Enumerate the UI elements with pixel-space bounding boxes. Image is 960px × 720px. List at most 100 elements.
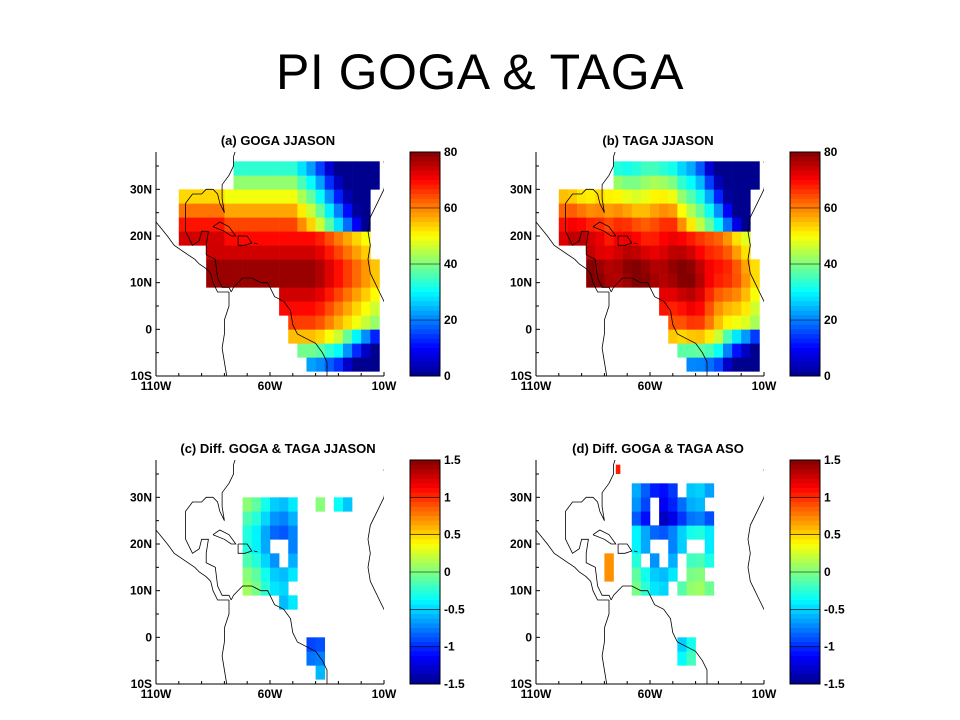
data-cell xyxy=(558,189,569,204)
data-cell xyxy=(732,231,742,246)
colorbar-segment xyxy=(410,460,440,466)
data-cell xyxy=(613,245,623,260)
data-cell xyxy=(197,189,207,204)
colorbar-tick-label: 1 xyxy=(824,490,831,504)
colorbar-segment xyxy=(790,175,820,181)
data-cell xyxy=(352,357,362,372)
data-cell xyxy=(695,581,706,596)
colorbar-segment xyxy=(790,609,820,615)
data-cell xyxy=(178,231,189,246)
data-cell xyxy=(677,245,687,260)
data-cell xyxy=(604,567,614,582)
data-cell xyxy=(677,259,687,274)
data-cell xyxy=(352,161,362,176)
map-panel-diff-aso: (d) Diff. GOGA & TAGA ASO 30N 20N 10N 0 10S 1… xyxy=(500,436,845,708)
data-cell xyxy=(668,301,678,316)
data-cell xyxy=(370,357,380,372)
data-cell xyxy=(622,259,633,274)
data-cell xyxy=(622,245,633,260)
data-cell xyxy=(206,245,216,260)
data-cell xyxy=(342,161,353,176)
data-cell xyxy=(361,315,371,330)
data-cell xyxy=(595,273,605,288)
colorbar-segment xyxy=(410,604,440,610)
data-cell xyxy=(722,231,733,246)
colorbar-segment xyxy=(410,245,440,251)
coastline xyxy=(156,528,229,601)
data-cell xyxy=(306,231,316,246)
lat-tick-label: 10N xyxy=(130,584,152,598)
data-cell xyxy=(315,329,326,344)
data-cell xyxy=(567,217,578,232)
data-cell xyxy=(695,203,706,218)
data-cell xyxy=(187,217,198,232)
data-cell xyxy=(695,259,706,274)
data-cell xyxy=(659,259,669,274)
colorbar-segment xyxy=(790,264,820,270)
coastline xyxy=(185,460,236,601)
data-cell xyxy=(659,231,669,246)
data-cell xyxy=(668,567,678,582)
colorbar-tick-label: 0.5 xyxy=(444,528,461,542)
data-cell xyxy=(713,315,724,330)
colorbar-segment xyxy=(410,203,440,209)
colorbar-segment xyxy=(410,553,440,559)
colorbar-tick-label: 0.5 xyxy=(824,528,841,542)
data-cell xyxy=(704,231,715,246)
colorbar-tick-label: 60 xyxy=(444,201,458,215)
colorbar-segment xyxy=(410,352,440,358)
colorbar-segment xyxy=(410,670,440,676)
data-cell xyxy=(288,231,298,246)
coastline xyxy=(747,469,764,611)
data-cell xyxy=(306,259,316,274)
data-cell xyxy=(595,259,605,274)
colorbar-segment xyxy=(790,553,820,559)
lat-tick-label: 10N xyxy=(130,276,152,290)
colorbar-segment xyxy=(790,184,820,190)
data-cell xyxy=(270,231,280,246)
data-cell xyxy=(242,525,253,540)
data-cell xyxy=(342,259,353,274)
colorbar-segment xyxy=(410,343,440,349)
data-cell xyxy=(260,581,271,596)
coastline xyxy=(367,161,384,303)
data-cell xyxy=(361,217,371,232)
data-cell xyxy=(297,161,307,176)
data-cell xyxy=(315,287,326,302)
data-cell xyxy=(361,343,371,358)
colorbar-segment xyxy=(790,371,820,377)
colorbar-segment xyxy=(410,464,440,470)
colorbar-segment xyxy=(410,334,440,340)
data-cell xyxy=(178,217,189,232)
data-cell xyxy=(722,273,733,288)
data-cell xyxy=(640,483,651,498)
colorbar-segment xyxy=(410,656,440,662)
data-cell xyxy=(741,231,751,246)
data-cell xyxy=(741,203,751,218)
colorbar-segment xyxy=(410,287,440,293)
data-cell xyxy=(586,189,596,204)
data-cell xyxy=(631,511,642,526)
data-cell xyxy=(677,217,687,232)
colorbar-segment xyxy=(790,203,820,209)
data-cell xyxy=(251,525,262,540)
colorbar-segment xyxy=(410,198,440,204)
colorbar-segment xyxy=(410,264,440,270)
data-cell xyxy=(297,273,307,288)
colorbar-segment xyxy=(410,511,440,517)
colorbar-segment xyxy=(790,315,820,321)
data-cell xyxy=(315,175,326,190)
data-cell xyxy=(695,567,706,582)
data-cell xyxy=(197,217,207,232)
data-cell xyxy=(695,161,706,176)
colorbar-segment xyxy=(790,152,820,158)
data-cell xyxy=(567,203,578,218)
data-cell xyxy=(640,497,651,512)
data-cell xyxy=(215,203,225,218)
data-cell xyxy=(713,245,724,260)
data-cell xyxy=(659,203,669,218)
coastline xyxy=(253,242,258,245)
colorbar-segment xyxy=(410,548,440,554)
data-cell xyxy=(650,217,660,232)
data-cell xyxy=(315,259,326,274)
